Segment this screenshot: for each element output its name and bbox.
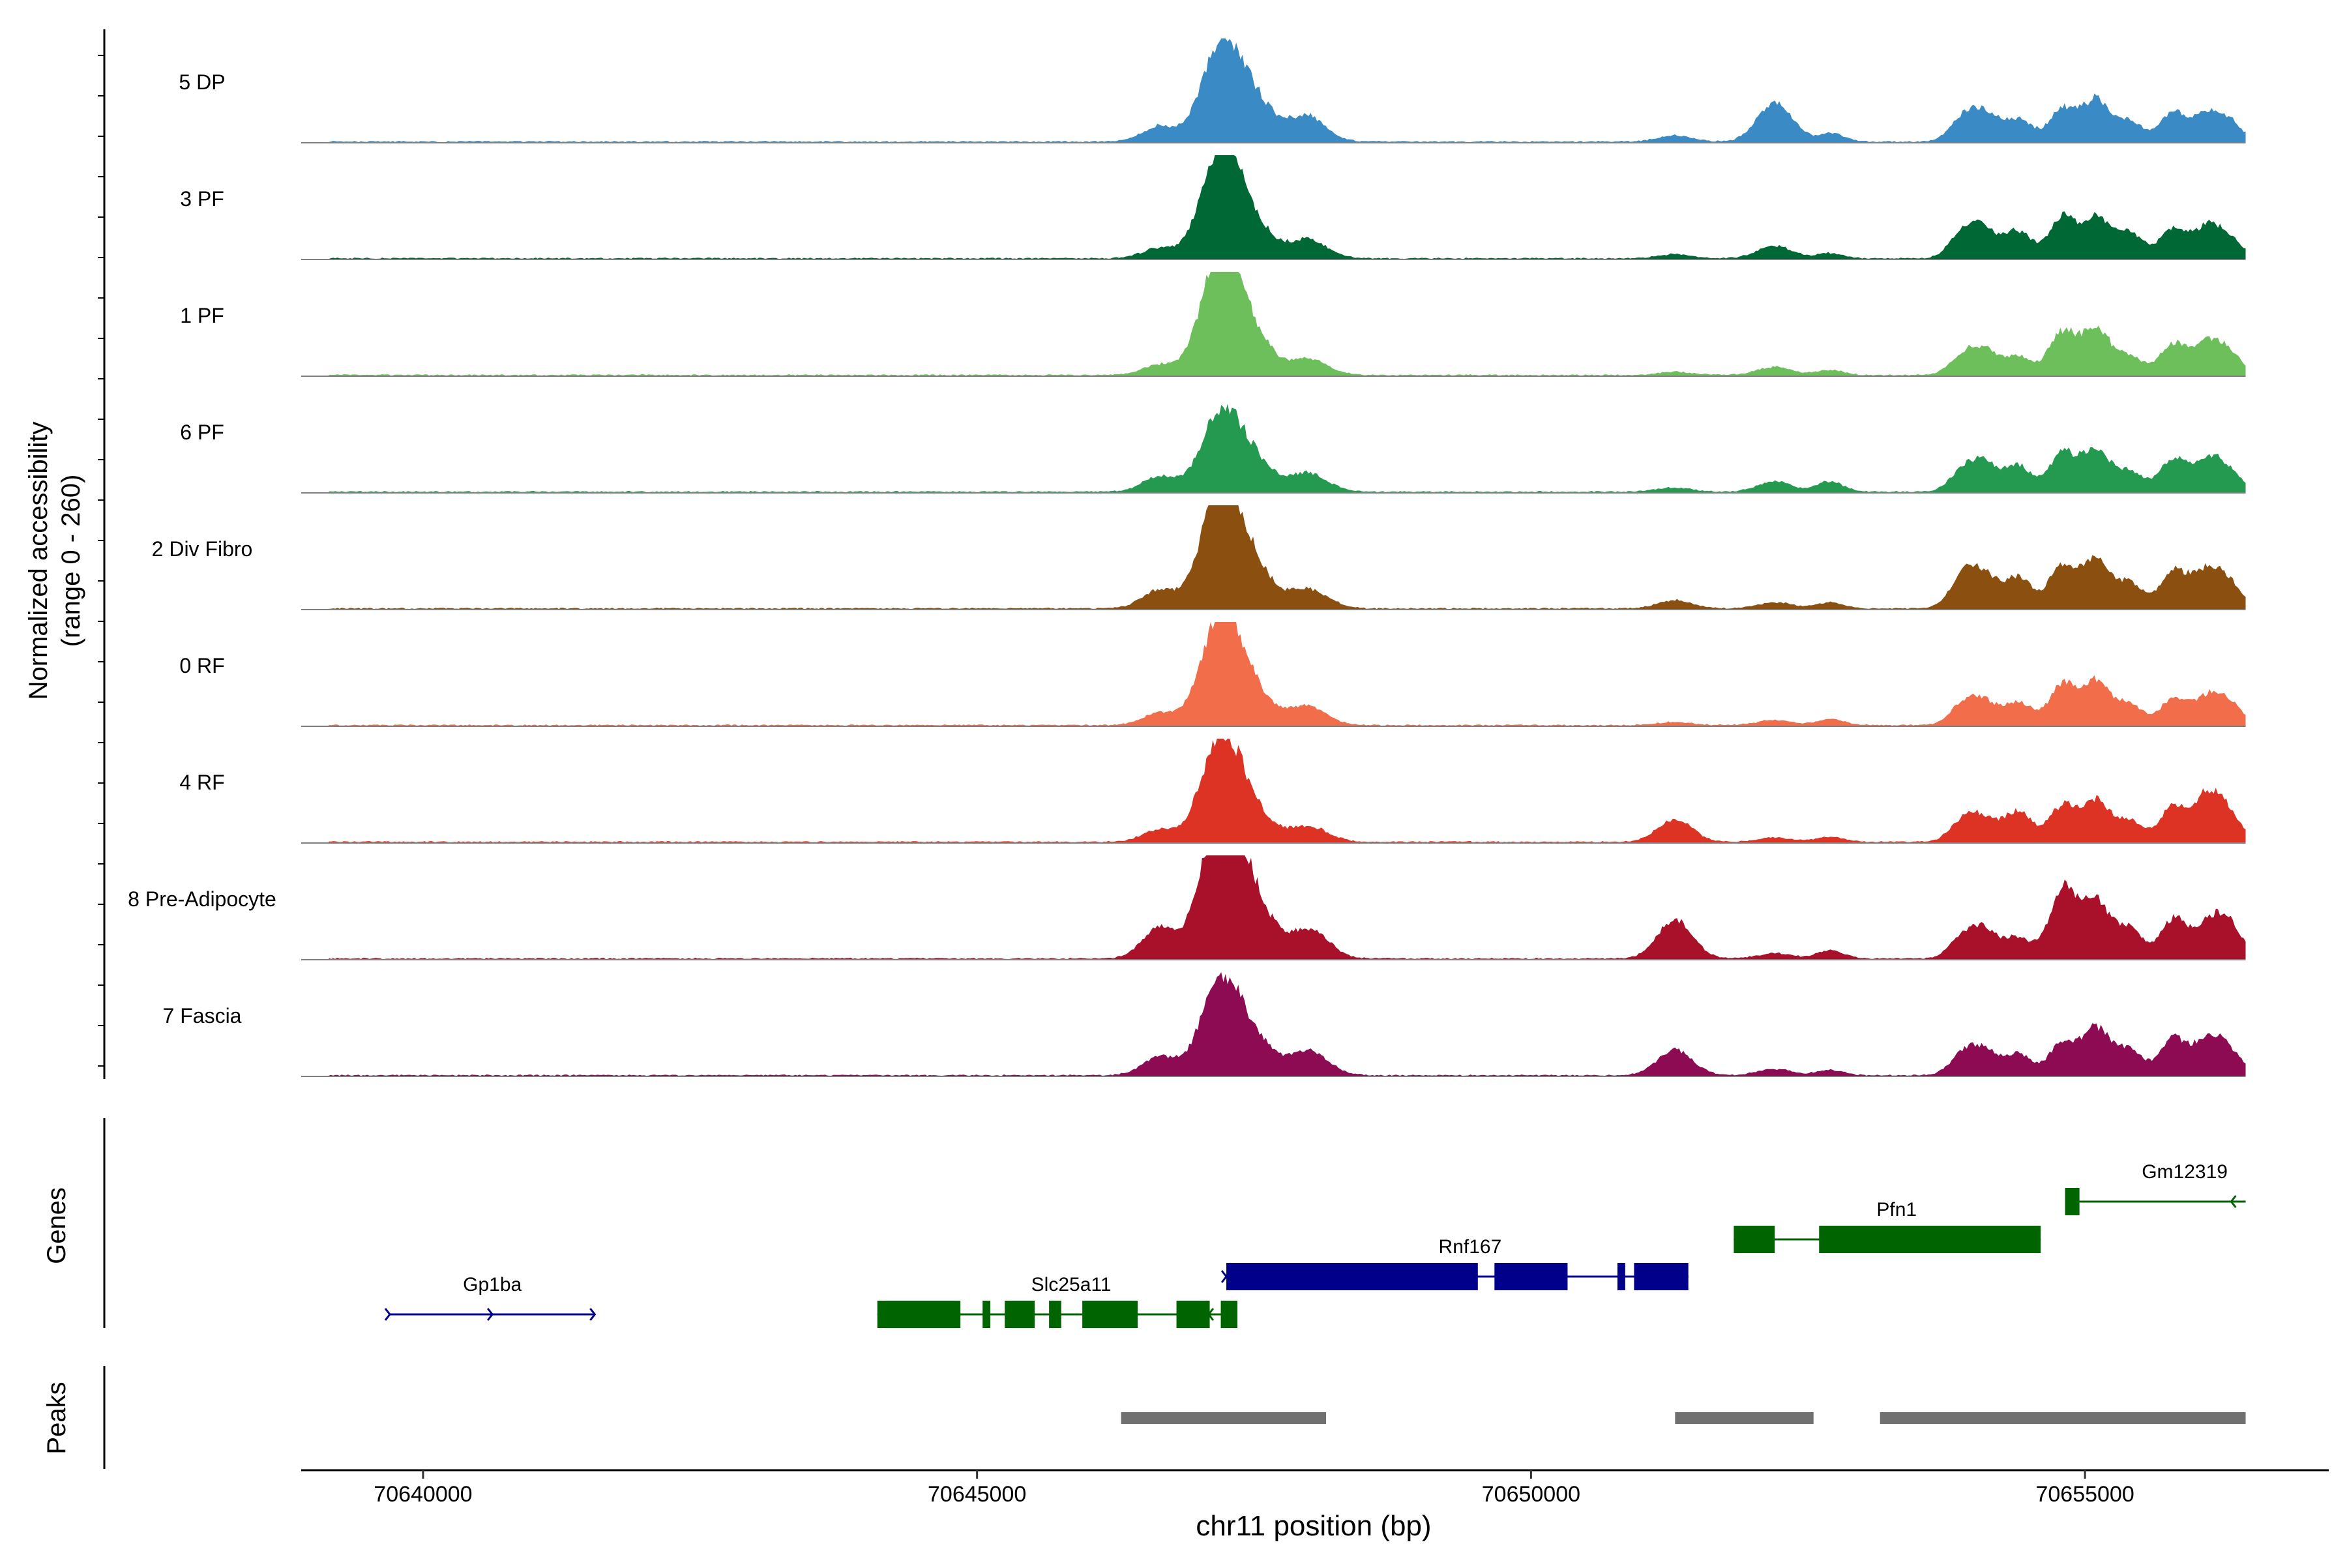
peak-bar [1121, 1412, 1326, 1424]
track-label: 6 PF [180, 421, 224, 444]
gene-annotations: Gp1ba Slc25a11 Rnf167 Pfn1 Gm12319 [384, 1161, 2246, 1328]
track-area [329, 972, 2246, 1076]
track-label: 8 Pre-Adipocyte [128, 887, 276, 911]
track-0: 5 DP [179, 38, 2246, 143]
track-area [329, 739, 2246, 843]
gene-label: Rnf167 [1439, 1236, 1502, 1258]
exon [1005, 1301, 1035, 1328]
x-tick-label: 70640000 [374, 1482, 472, 1507]
gene-gm12319: Gm12319 [2065, 1161, 2246, 1215]
track-label: 5 DP [179, 70, 225, 94]
gene-label: Slc25a11 [1031, 1274, 1112, 1295]
track-area [329, 505, 2246, 610]
track-1: 3 PF [180, 155, 2246, 260]
track-label: 4 RF [179, 771, 224, 794]
track-area [329, 272, 2246, 376]
peaks-panel-label: Peaks [42, 1382, 71, 1454]
track-area [329, 38, 2246, 143]
track-8: 7 Fascia [163, 972, 2246, 1077]
track-label: 3 PF [180, 187, 224, 211]
exon [1220, 1301, 1238, 1328]
track-label: 7 Fascia [163, 1004, 242, 1028]
axes: 70640000 70645000 70650000 70655000 [98, 29, 2329, 1507]
strand-chevron [2015, 1233, 2022, 1246]
gene-label: Pfn1 [1876, 1199, 1917, 1220]
track-4: 2 Div Fibro [152, 505, 2246, 610]
gene-pfn1: Pfn1 [1734, 1199, 2041, 1253]
gene-label: Gm12319 [2142, 1161, 2228, 1183]
gene-gp1ba: Gp1ba [384, 1274, 597, 1321]
x-tick-label: 70655000 [2035, 1482, 2134, 1507]
exon [982, 1301, 991, 1328]
y-axis-label-line2: (range 0 - 260) [57, 475, 85, 647]
peak-regions [1121, 1412, 2246, 1424]
exon [1634, 1263, 1689, 1290]
exon [1494, 1263, 1568, 1290]
exon [2065, 1188, 2080, 1215]
genes-panel-label: Genes [42, 1187, 71, 1264]
exon [1226, 1263, 1478, 1290]
track-5: 0 RF [179, 622, 2246, 727]
exon [877, 1301, 961, 1328]
strand-chevron [486, 1308, 494, 1321]
x-axis-label: chr11 position (bp) [1196, 1510, 1431, 1542]
track-label: 2 Div Fibro [152, 537, 253, 561]
track-area [329, 155, 2246, 259]
gene-rnf167: Rnf167 [1220, 1236, 1689, 1290]
gene-label: Gp1ba [463, 1274, 522, 1295]
track-3: 6 PF [180, 404, 2246, 494]
track-label: 0 RF [179, 654, 224, 677]
exon [1049, 1301, 1061, 1328]
exon [1734, 1226, 1775, 1253]
gene-slc25a11: Slc25a11 [877, 1274, 1238, 1328]
track-2: 1 PF [180, 272, 2246, 377]
strand-chevron [1220, 1270, 1228, 1283]
track-area [329, 622, 2246, 726]
strand-chevron [2230, 1195, 2237, 1208]
strand-chevron [1207, 1308, 1215, 1321]
exon [1617, 1263, 1625, 1290]
track-6: 4 RF [179, 739, 2246, 844]
track-7: 8 Pre-Adipocyte [128, 855, 2246, 960]
exon [1819, 1226, 2041, 1253]
exon [1082, 1301, 1138, 1328]
x-tick-label: 70645000 [928, 1482, 1026, 1507]
track-label: 1 PF [180, 304, 224, 327]
peak-bar [1880, 1412, 2246, 1424]
track-area [329, 404, 2246, 493]
exon [1176, 1301, 1210, 1328]
track-area [329, 855, 2246, 960]
peak-bar [1675, 1412, 1814, 1424]
strand-chevron [384, 1308, 391, 1321]
coverage-tracks: 5 DP 3 PF 1 PF 6 PF 2 Div Fibro 0 RF 4 RF 8 Pre… [128, 38, 2246, 1077]
strand-chevron [589, 1308, 597, 1321]
x-tick-label: 70650000 [1482, 1482, 1580, 1507]
y-axis-label-line1: Normalized accessibility [24, 422, 53, 700]
